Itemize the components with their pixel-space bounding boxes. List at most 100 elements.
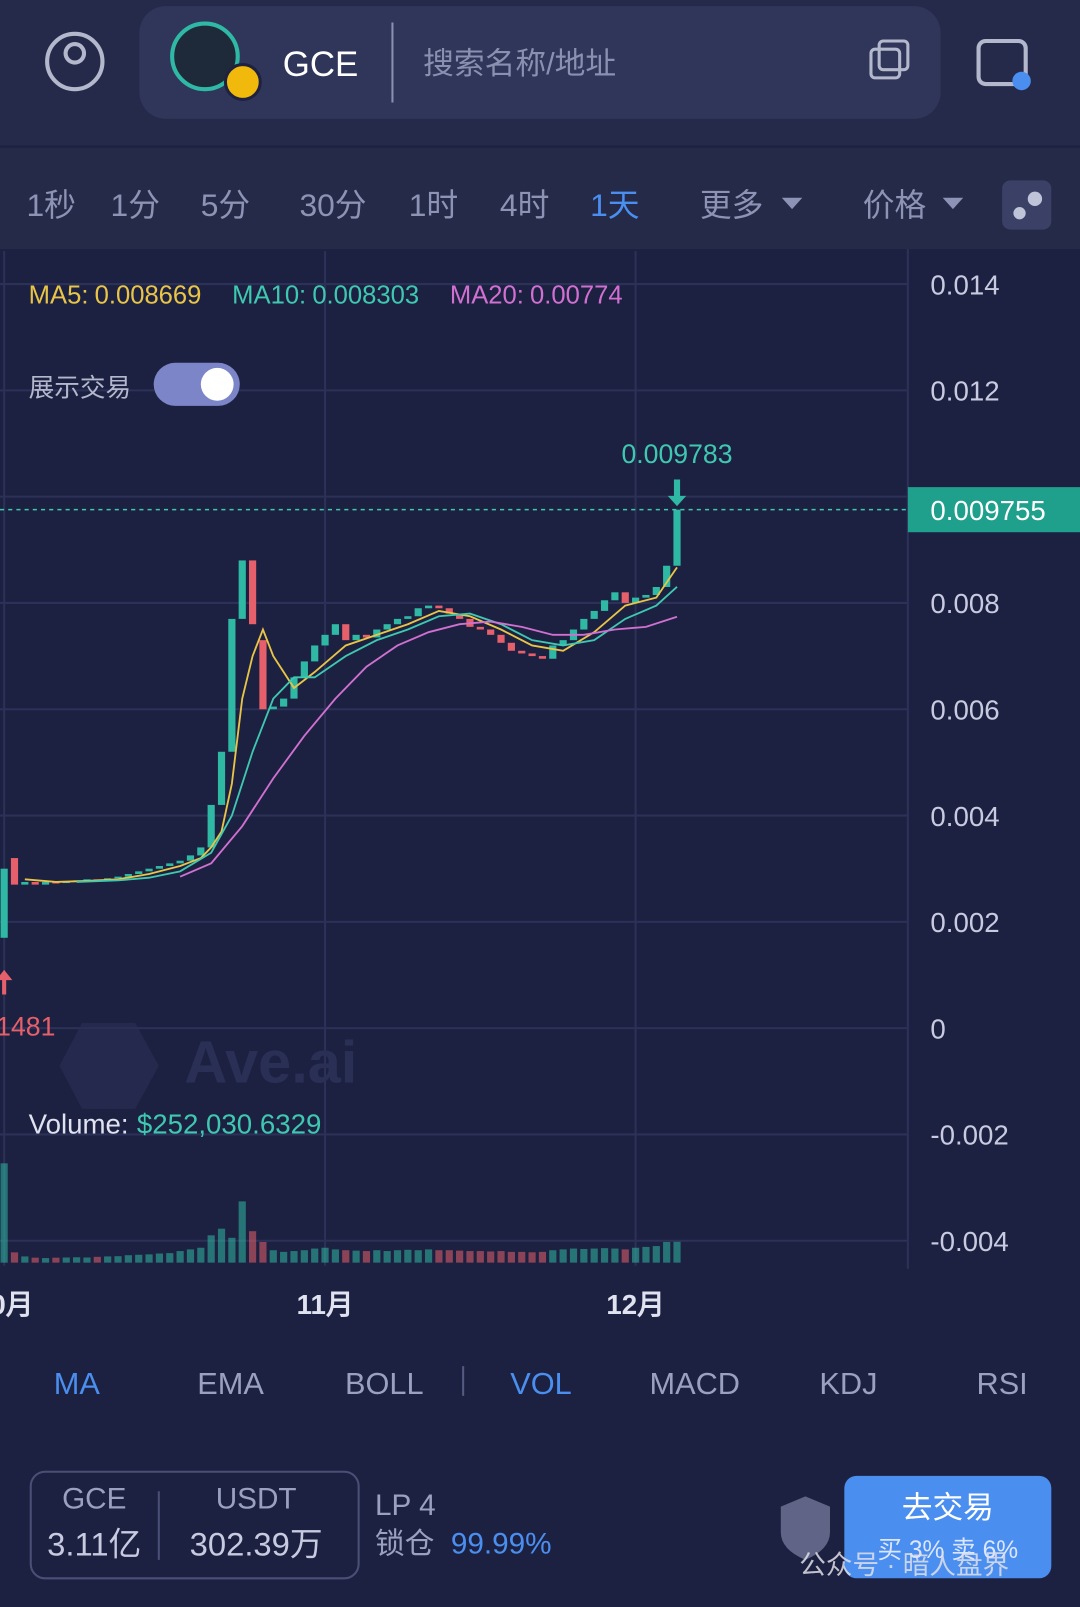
more-menu[interactable]: 更多	[700, 187, 763, 223]
price-menu[interactable]: 价格	[863, 187, 927, 223]
profile-icon-head	[63, 42, 87, 65]
volume-value: $252,030.6329	[137, 1109, 322, 1140]
volume-bar	[0, 1163, 8, 1263]
volume-bar	[104, 1256, 112, 1263]
volume-bar	[642, 1246, 650, 1263]
candle	[507, 642, 515, 651]
timeframe-tab[interactable]: 1时	[409, 187, 458, 223]
indicator-tab[interactable]: MA	[54, 1366, 101, 1401]
y-tick-label: 0.012	[930, 376, 999, 407]
candle	[217, 751, 226, 805]
volume-bar	[590, 1248, 598, 1263]
candle	[393, 618, 402, 625]
timeframe-tab[interactable]: 30分	[299, 187, 366, 223]
candle	[280, 698, 288, 707]
timeframe-group: 1秒 1分 5分 30分 1时 4时 1天	[27, 187, 640, 223]
volume-bar	[52, 1257, 60, 1263]
ma-legend-value: 0.00774	[530, 281, 623, 309]
copy-icon[interactable]	[869, 47, 902, 80]
volume-bar	[538, 1251, 547, 1263]
indicator-tab[interactable]: KDJ	[819, 1366, 877, 1401]
indicator-tab[interactable]: MACD	[649, 1366, 739, 1401]
indicator-tab[interactable]: VOL	[510, 1366, 571, 1401]
current-price-label: 0.009755	[930, 495, 1045, 526]
timeframe-tab[interactable]: 1秒	[27, 187, 76, 223]
indicator-tab[interactable]: BOLL	[345, 1366, 424, 1401]
candle	[300, 661, 308, 678]
ma-legend-value: 0.008303	[312, 281, 419, 309]
volume-bar	[632, 1247, 640, 1263]
candle	[145, 868, 153, 872]
lp-count: LP 4	[375, 1489, 436, 1522]
dropdown-arrow	[781, 197, 803, 210]
ma-legend-value: 0.008669	[95, 281, 202, 309]
ma-line	[76, 586, 678, 883]
settings-dot	[1013, 207, 1026, 220]
current-price-tag	[907, 487, 1080, 533]
volume-bar	[549, 1250, 557, 1263]
candle	[10, 858, 19, 885]
volume-bar	[228, 1237, 236, 1263]
timeframe-tab[interactable]: 5分	[201, 187, 250, 223]
y-tick-label: 0.006	[930, 694, 999, 725]
volume-bar	[62, 1257, 70, 1263]
volume-bar	[155, 1253, 164, 1263]
timeframe-tab[interactable]: 4时	[500, 187, 549, 223]
volume-bar	[41, 1258, 50, 1263]
volume-bar	[197, 1247, 205, 1263]
volume-bar	[280, 1251, 288, 1263]
candle	[611, 592, 619, 601]
volume-bar	[31, 1257, 39, 1263]
candle	[373, 629, 381, 638]
candle	[0, 868, 8, 938]
wallet-icon[interactable]	[976, 38, 1028, 87]
volume-bar	[559, 1249, 567, 1263]
base-symbol: GCE	[62, 1483, 126, 1516]
candle	[197, 847, 205, 856]
candle	[248, 560, 257, 625]
candle	[476, 626, 484, 630]
volume-bar	[611, 1248, 619, 1263]
volume-bar	[476, 1251, 484, 1263]
volume-bar	[393, 1250, 402, 1263]
candle	[404, 616, 412, 619]
shield-icon	[780, 1496, 830, 1560]
x-tick-label: 12月	[606, 1289, 664, 1320]
settings-dot	[1027, 191, 1043, 206]
profile-icon[interactable]	[45, 31, 105, 92]
chain-badge	[223, 63, 262, 101]
x-tick-label: 11月	[297, 1289, 354, 1320]
volume-bar	[114, 1256, 122, 1263]
low-arrow	[0, 969, 13, 995]
volume-bar	[238, 1201, 246, 1263]
candle	[331, 624, 339, 635]
ma-legend-name: MA10:	[232, 281, 306, 309]
volume-bar	[652, 1246, 660, 1263]
volume-bar	[414, 1250, 422, 1263]
candle	[166, 863, 174, 867]
indicator-tab[interactable]: RSI	[977, 1366, 1028, 1401]
volume-bar	[311, 1248, 319, 1263]
volume-bar	[21, 1256, 29, 1263]
indicator-tab[interactable]: EMA	[197, 1366, 264, 1401]
timeframe-tab[interactable]: 1分	[111, 187, 160, 223]
settings-icon[interactable]	[1002, 180, 1052, 230]
indicator-tabs: MA EMA BOLL VOL MACD KDJ RSI	[54, 1366, 1028, 1401]
candle	[352, 634, 360, 641]
candle	[176, 860, 184, 864]
search-pill[interactable]	[139, 6, 941, 119]
volume-bar	[621, 1249, 629, 1263]
volume-bar	[466, 1251, 474, 1263]
volume-bar	[673, 1241, 681, 1263]
trade-button[interactable]	[844, 1475, 1052, 1579]
candle	[155, 866, 164, 869]
search-placeholder[interactable]: 搜索名称/地址	[423, 46, 616, 81]
volume-bar	[342, 1250, 350, 1263]
timeframe-tab[interactable]: 1天	[590, 187, 639, 223]
volume-bar	[10, 1252, 19, 1263]
volume-bar	[487, 1251, 495, 1263]
candle	[559, 640, 567, 646]
candle	[642, 594, 650, 598]
volume-bar	[259, 1241, 267, 1263]
